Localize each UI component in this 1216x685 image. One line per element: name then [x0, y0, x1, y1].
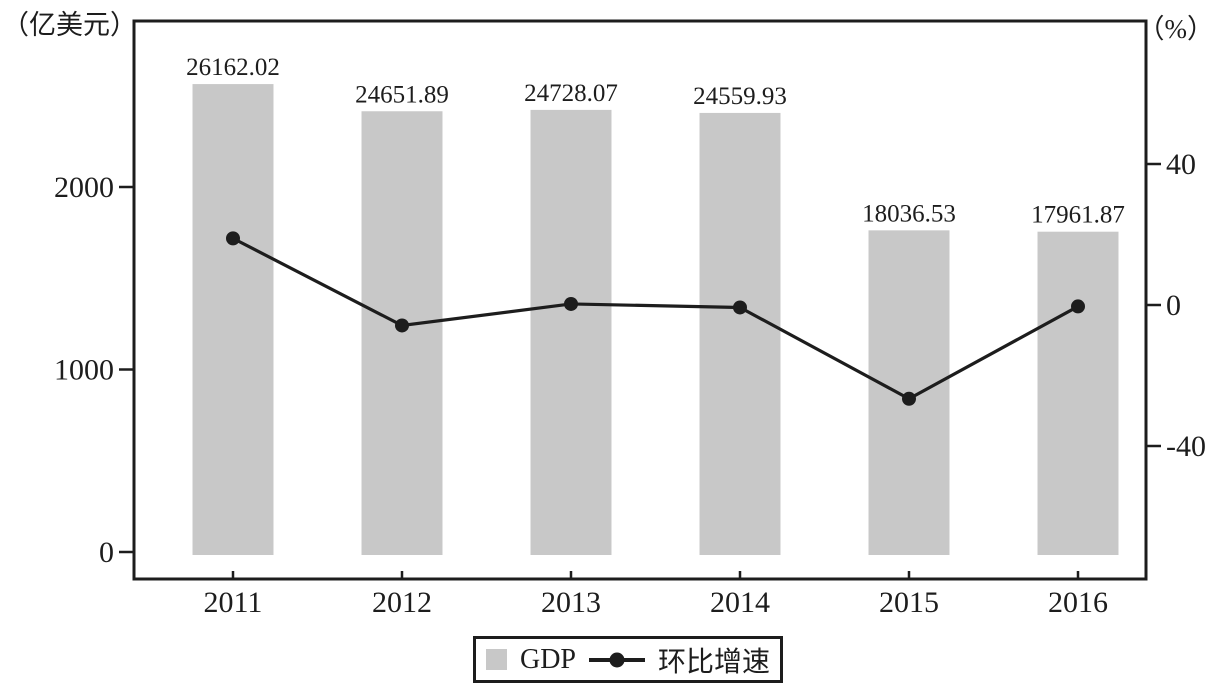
right-axis-tick-label: 40: [1166, 148, 1196, 181]
growth-point: [902, 391, 916, 406]
gdp-bar-value-label: 24559.93: [693, 83, 787, 110]
growth-point: [733, 300, 747, 315]
left-axis-unit-label: （亿美元）: [2, 10, 137, 40]
x-axis-year-label: 2012: [372, 586, 432, 619]
gdp-bar: [699, 112, 781, 555]
left-axis-tick-label: 1000: [54, 354, 114, 387]
gdp-bar: [192, 84, 274, 555]
growth-legend-label: 环比增速: [658, 646, 771, 678]
gdp-legend-swatch-icon: [485, 649, 507, 670]
x-axis-year-label: 2015: [879, 586, 939, 619]
gdp-bar-value-label: 26162.02: [186, 54, 280, 81]
gdp-bar: [1037, 231, 1119, 555]
left-axis-tick-label: 2000: [54, 171, 114, 204]
legend: GDP 环比增速: [473, 636, 783, 683]
x-axis-year-label: 2016: [1048, 586, 1108, 619]
plot-frame: [132, 19, 1148, 581]
growth-legend-marker-icon: [589, 652, 645, 667]
x-axis-year-label: 2014: [710, 586, 770, 619]
gdp-bar: [361, 111, 443, 555]
growth-point: [1071, 299, 1085, 314]
growth-point: [564, 296, 578, 311]
gdp-legend-label: GDP: [519, 643, 576, 675]
gdp-bar-value-label: 17961.87: [1031, 202, 1125, 229]
gdp-bar-value-label: 24651.89: [355, 81, 449, 108]
growth-line: [232, 236, 1079, 401]
gdp-bar: [530, 109, 612, 555]
x-axis-year-label: 2011: [204, 586, 263, 619]
growth-legend-dot-icon: [609, 652, 625, 667]
right-axis-tick-label: 0: [1166, 289, 1181, 322]
left-axis-tick-label: 0: [99, 536, 114, 569]
growth-point: [395, 318, 409, 333]
growth-point: [226, 231, 240, 246]
x-axis-year-label: 2013: [541, 586, 601, 619]
right-axis-tick-label: -40: [1166, 430, 1206, 463]
gdp-bar-value-label: 24728.07: [524, 80, 618, 107]
gdp-bar-value-label: 18036.53: [862, 200, 956, 227]
right-axis-unit-label: （%）: [1137, 14, 1215, 44]
